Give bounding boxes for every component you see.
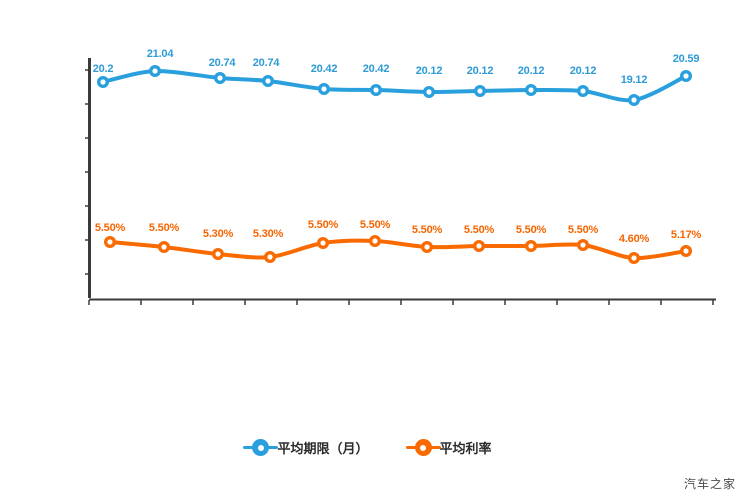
x-axis-ticks (88, 300, 714, 305)
legend-label-average-term: 平均期限（月） (277, 441, 369, 456)
series-average-rate-point[interactable] (264, 251, 276, 263)
series-average-rate-point[interactable] (680, 245, 692, 257)
series-average-term-point[interactable] (577, 85, 589, 97)
series-average-rate-point[interactable] (317, 237, 329, 249)
circle-marker-orange-icon (405, 439, 441, 456)
series-average-term-point[interactable] (262, 75, 274, 87)
series-average-rate-point[interactable] (628, 252, 640, 264)
series-average-rate-point[interactable] (421, 241, 433, 253)
series-average-rate-line (108, 238, 688, 261)
series-average-term-point[interactable] (149, 65, 161, 77)
series-average-term-point[interactable] (474, 85, 486, 97)
chart-axes (88, 58, 716, 301)
y-axis-ticks (85, 69, 89, 275)
series-average-term-point[interactable] (370, 84, 382, 96)
chart-series-layer (97, 65, 692, 264)
series-average-term-line (101, 68, 688, 103)
series-average-term-point[interactable] (680, 70, 692, 82)
watermark-autohome: 汽车之家 (683, 477, 736, 491)
series-average-rate-point[interactable] (369, 235, 381, 247)
legend-item-average-rate[interactable]: 平均利率 (405, 438, 492, 457)
series-average-rate-point[interactable] (104, 236, 116, 248)
series-average-term-point[interactable] (214, 72, 226, 84)
series-average-term-point[interactable] (525, 84, 537, 96)
series-average-rate-point[interactable] (473, 240, 485, 252)
circle-marker-blue-icon (243, 439, 279, 456)
legend-item-average-term[interactable]: 平均期限（月） (243, 438, 369, 457)
series-average-term-point[interactable] (318, 83, 330, 95)
series-average-rate-point[interactable] (525, 240, 537, 252)
series-average-rate-point[interactable] (577, 239, 589, 251)
chart-legend: 平均期限（月） 平均利率 (0, 438, 744, 457)
legend-label-average-rate: 平均利率 (439, 441, 492, 456)
series-average-term-point[interactable] (423, 86, 435, 98)
series-average-rate-point[interactable] (212, 248, 224, 260)
series-average-rate-point[interactable] (158, 241, 170, 253)
series-average-term-point[interactable] (97, 76, 109, 88)
series-average-term-point[interactable] (628, 94, 640, 106)
